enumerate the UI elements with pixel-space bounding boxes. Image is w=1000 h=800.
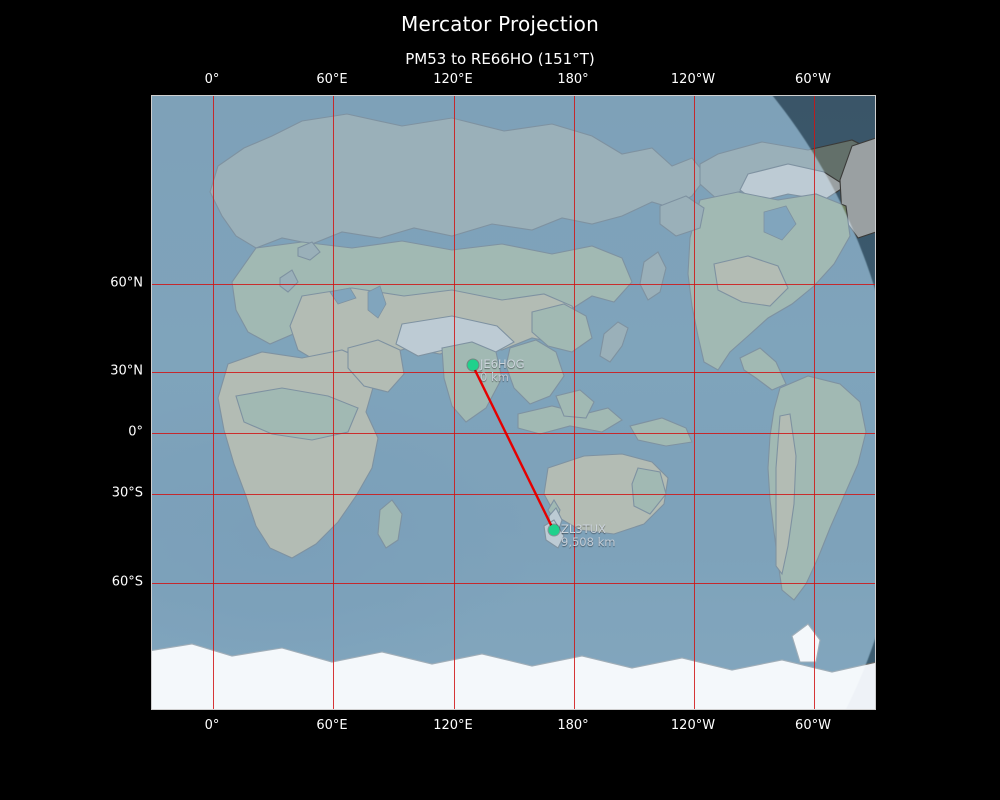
y-axis-labels: 60°N 30°N 0° 30°S 60°S bbox=[83, 0, 143, 800]
marker-destination-label: ZL3TUX 9,508 km bbox=[561, 523, 615, 549]
gridline-lon-0 bbox=[213, 96, 214, 709]
x-tick-top-60e: 60°E bbox=[316, 72, 348, 87]
y-tick-0: 0° bbox=[128, 424, 143, 440]
map-canvas[interactable]: JE6HOG 0 km ZL3TUX 9,508 km bbox=[151, 95, 876, 710]
x-tick-top-60w: 60°W bbox=[795, 72, 831, 87]
x-tick-bottom-0: 0° bbox=[204, 718, 220, 733]
daylight-highlight-region bbox=[152, 96, 875, 709]
gridline-lon-60e bbox=[333, 96, 334, 709]
gridline-lat-60s bbox=[152, 583, 875, 584]
gridline-lon-180 bbox=[574, 96, 575, 709]
x-tick-top-0: 0° bbox=[204, 72, 220, 87]
x-tick-bottom-60w: 60°W bbox=[795, 718, 831, 733]
x-tick-top-120w: 120°W bbox=[670, 72, 716, 87]
marker-origin-label: JE6HOG 0 km bbox=[480, 358, 525, 384]
gridline-lat-0 bbox=[152, 433, 875, 434]
x-tick-bottom-120e: 120°E bbox=[433, 718, 473, 733]
marker-destination[interactable] bbox=[548, 524, 560, 536]
x-tick-bottom-120w: 120°W bbox=[670, 718, 716, 733]
gridline-lat-30s bbox=[152, 494, 875, 495]
gridline-lon-60w bbox=[814, 96, 815, 709]
x-tick-top-180: 180° bbox=[557, 72, 589, 87]
y-tick-30n: 30°N bbox=[110, 363, 143, 379]
y-tick-60n: 60°N bbox=[110, 275, 143, 291]
marker-destination-callsign: ZL3TUX bbox=[561, 522, 606, 536]
gridline-lon-120e bbox=[454, 96, 455, 709]
gridline-lon-120w bbox=[694, 96, 695, 709]
y-tick-30s: 30°S bbox=[111, 485, 143, 501]
marker-destination-distance: 9,508 km bbox=[561, 535, 616, 549]
x-tick-bottom-180: 180° bbox=[557, 718, 589, 733]
gridline-lat-60n bbox=[152, 284, 875, 285]
marker-origin-distance: 0 km bbox=[480, 370, 509, 384]
marker-origin[interactable] bbox=[467, 359, 479, 371]
x-tick-top-120e: 120°E bbox=[433, 72, 473, 87]
x-tick-bottom-60e: 60°E bbox=[316, 718, 348, 733]
page-title: Mercator Projection bbox=[401, 12, 599, 36]
marker-origin-callsign: JE6HOG bbox=[480, 357, 525, 371]
land-greenland bbox=[839, 137, 875, 239]
y-tick-60s: 60°S bbox=[111, 574, 143, 590]
page-subtitle: PM53 to RE66HO (151°T) bbox=[405, 50, 595, 68]
